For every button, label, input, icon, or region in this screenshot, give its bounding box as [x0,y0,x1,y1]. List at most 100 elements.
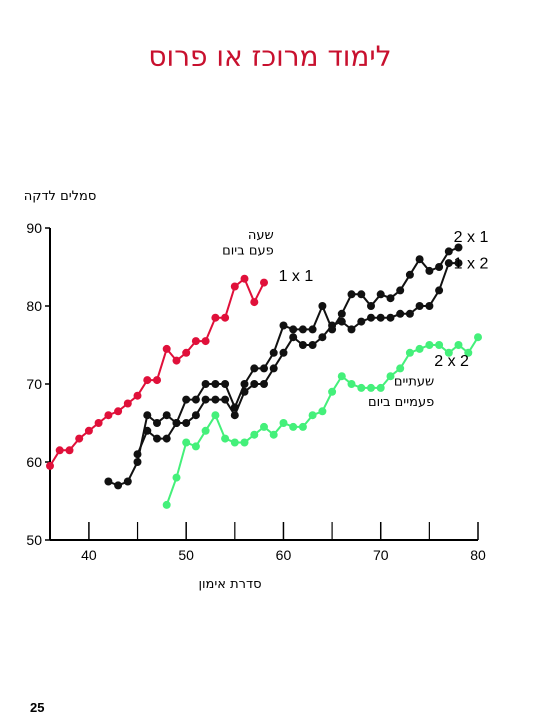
y-axis-label: סמלים לדקה [24,189,97,204]
data-point [464,348,473,357]
series-1 [104,243,463,490]
data-point [444,259,453,268]
data-point [143,426,152,435]
data-point [308,325,317,334]
data-point [75,434,84,443]
data-point [191,411,200,420]
data-point [250,364,259,373]
series-line [136,262,459,455]
data-point [386,294,395,303]
data-point [396,286,405,295]
data-point [308,411,317,420]
data-point [65,446,74,455]
data-point [104,411,113,420]
data-point [221,434,230,443]
data-point [269,364,278,373]
data-point [337,309,346,318]
data-point [182,419,191,427]
data-point [143,376,152,385]
data-point [260,278,268,287]
data-point [104,477,113,486]
data-point [396,364,405,373]
data-point [221,313,230,322]
data-point [46,461,54,470]
series-layer [46,243,482,509]
data-point [182,438,191,447]
data-point [240,438,249,447]
data-point [172,473,181,482]
data-point [269,348,278,357]
data-point [191,442,200,451]
y-tick-label: 50 [26,532,42,548]
data-point [201,337,210,346]
data-point [357,383,366,392]
y-tick-label: 80 [26,298,42,314]
data-point [211,411,220,420]
data-point [260,364,268,373]
data-point [454,243,463,252]
data-point [182,348,191,357]
series-label: 2 x 1 [454,229,489,246]
data-point [405,309,414,318]
data-point [279,348,288,357]
data-point [240,380,249,388]
data-point [153,376,161,385]
ticks [45,227,479,541]
data-point [367,302,375,310]
data-point [162,500,171,509]
data-point [133,450,142,459]
page-title: לימוד מרוכז או פרוס [148,40,392,73]
data-point [240,387,249,396]
series-label: 1 x 2 [454,256,489,273]
data-point [435,341,444,349]
data-point [230,282,239,291]
data-point [221,380,230,388]
data-point [133,458,142,466]
y-tick-label: 70 [26,376,42,392]
data-point [337,317,346,326]
annotation: שעתיים [394,375,434,390]
series-labels: 1 x 1 2 x 1 1 x 2 2 x 2 [279,229,489,370]
data-point [123,399,132,408]
data-point [298,325,307,334]
data-point [191,395,200,404]
data-point [318,407,327,416]
data-point [162,434,171,443]
data-point [444,348,453,357]
y-tick-label: 90 [26,220,42,236]
data-point [172,419,181,427]
data-point [415,344,424,353]
data-point [386,313,395,322]
annotation: פעמיים ביום [368,395,434,410]
data-point [367,383,375,392]
data-point [289,422,298,431]
data-point [308,341,317,349]
data-point [347,290,356,299]
data-point [386,372,395,381]
data-point [250,380,259,388]
series-2 [133,259,463,459]
data-point [260,380,268,388]
data-point [357,290,366,299]
data-point [250,298,259,307]
data-point [405,270,414,279]
data-point [425,302,434,310]
data-point [337,372,346,381]
data-point [201,380,210,388]
data-point [162,411,171,420]
data-point [415,302,424,310]
data-point [376,290,385,299]
data-point [435,263,444,271]
data-point [84,426,93,435]
data-point [201,395,210,404]
series-3 [162,333,482,509]
data-point [357,317,366,326]
data-point [182,395,191,404]
data-point [211,395,220,404]
series-line [165,336,479,506]
data-point [289,325,298,334]
data-point [191,337,200,346]
data-point [415,255,424,264]
data-point [425,266,434,275]
data-point [298,422,307,431]
